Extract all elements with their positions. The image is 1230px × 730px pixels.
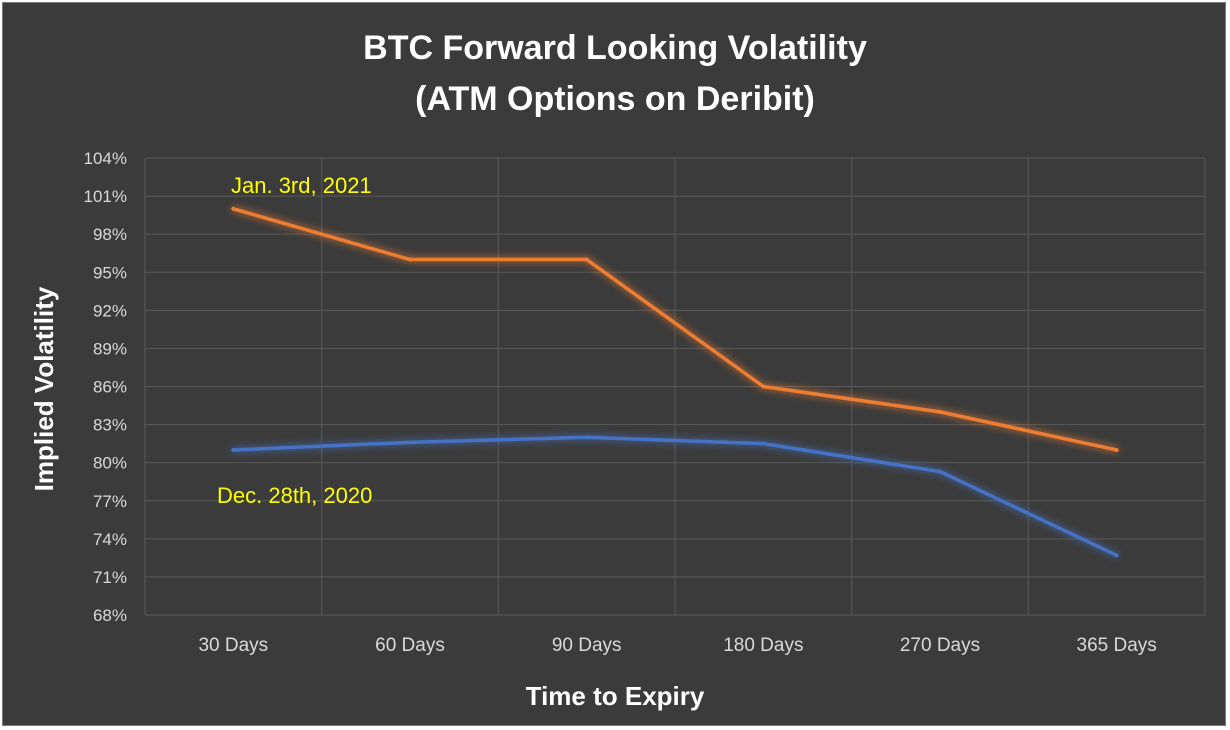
series-line-1 xyxy=(231,435,1119,558)
y-tick-label: 98% xyxy=(93,225,127,244)
x-tick-label: 60 Days xyxy=(375,635,445,656)
x-tick-label: 270 Days xyxy=(900,635,980,656)
y-tick-label: 104% xyxy=(84,149,127,168)
series-label-jan-3rd-2021: Jan. 3rd, 2021 xyxy=(231,173,372,198)
y-tick-label: 92% xyxy=(93,301,127,320)
series-0-point xyxy=(231,206,236,211)
series-0-point xyxy=(408,257,412,262)
line-chart: BTC Forward Looking Volatility (ATM Opti… xyxy=(29,29,1206,711)
series-label-dec-28th-2020: Dec. 28th, 2020 xyxy=(217,483,372,508)
y-tick-label: 86% xyxy=(93,378,127,397)
y-tick-label: 89% xyxy=(93,339,127,358)
x-tick-label: 365 Days xyxy=(1077,635,1157,656)
series-0-point xyxy=(584,257,589,262)
series-1-point xyxy=(408,440,412,445)
x-tick-label: 30 Days xyxy=(198,635,268,656)
y-tick-label: 83% xyxy=(93,416,127,435)
x-axis-label: Time to Expiry xyxy=(526,681,705,711)
x-tick-label: 90 Days xyxy=(552,635,622,656)
series-1-point xyxy=(231,447,236,452)
series-lines xyxy=(231,206,1119,558)
x-axis-ticks: 30 Days 60 Days 90 Days 180 Days 270 Days 365… xyxy=(198,635,1156,656)
y-tick-label: 68% xyxy=(93,606,127,625)
chart-title-line1: BTC Forward Looking Volatility xyxy=(363,29,867,67)
y-tick-label: 95% xyxy=(93,263,127,282)
chart-title-line2: (ATM Options on Deribit) xyxy=(415,80,815,118)
series-1-point xyxy=(938,469,942,474)
y-tick-label: 74% xyxy=(93,530,127,549)
gridlines xyxy=(144,157,1206,616)
series-1-point xyxy=(1114,553,1119,558)
y-tick-label: 101% xyxy=(84,187,127,206)
series-line-0 xyxy=(231,207,1119,452)
series-1-point xyxy=(761,441,766,446)
y-tick-label: 80% xyxy=(93,454,127,473)
series-0-point xyxy=(938,409,942,414)
y-axis-label: Implied Volatility xyxy=(29,286,59,491)
x-tick-label: 180 Days xyxy=(723,635,803,656)
series-0-point xyxy=(1114,447,1119,452)
series-1-point xyxy=(584,435,589,440)
y-tick-label: 77% xyxy=(93,492,127,511)
series-0-point xyxy=(761,384,766,389)
y-tick-label: 71% xyxy=(93,568,127,587)
y-axis-ticks: 68% 71% 74% 77% 80% 83% 86% 89% 92% 95% 98% 101% 104… xyxy=(84,149,127,625)
